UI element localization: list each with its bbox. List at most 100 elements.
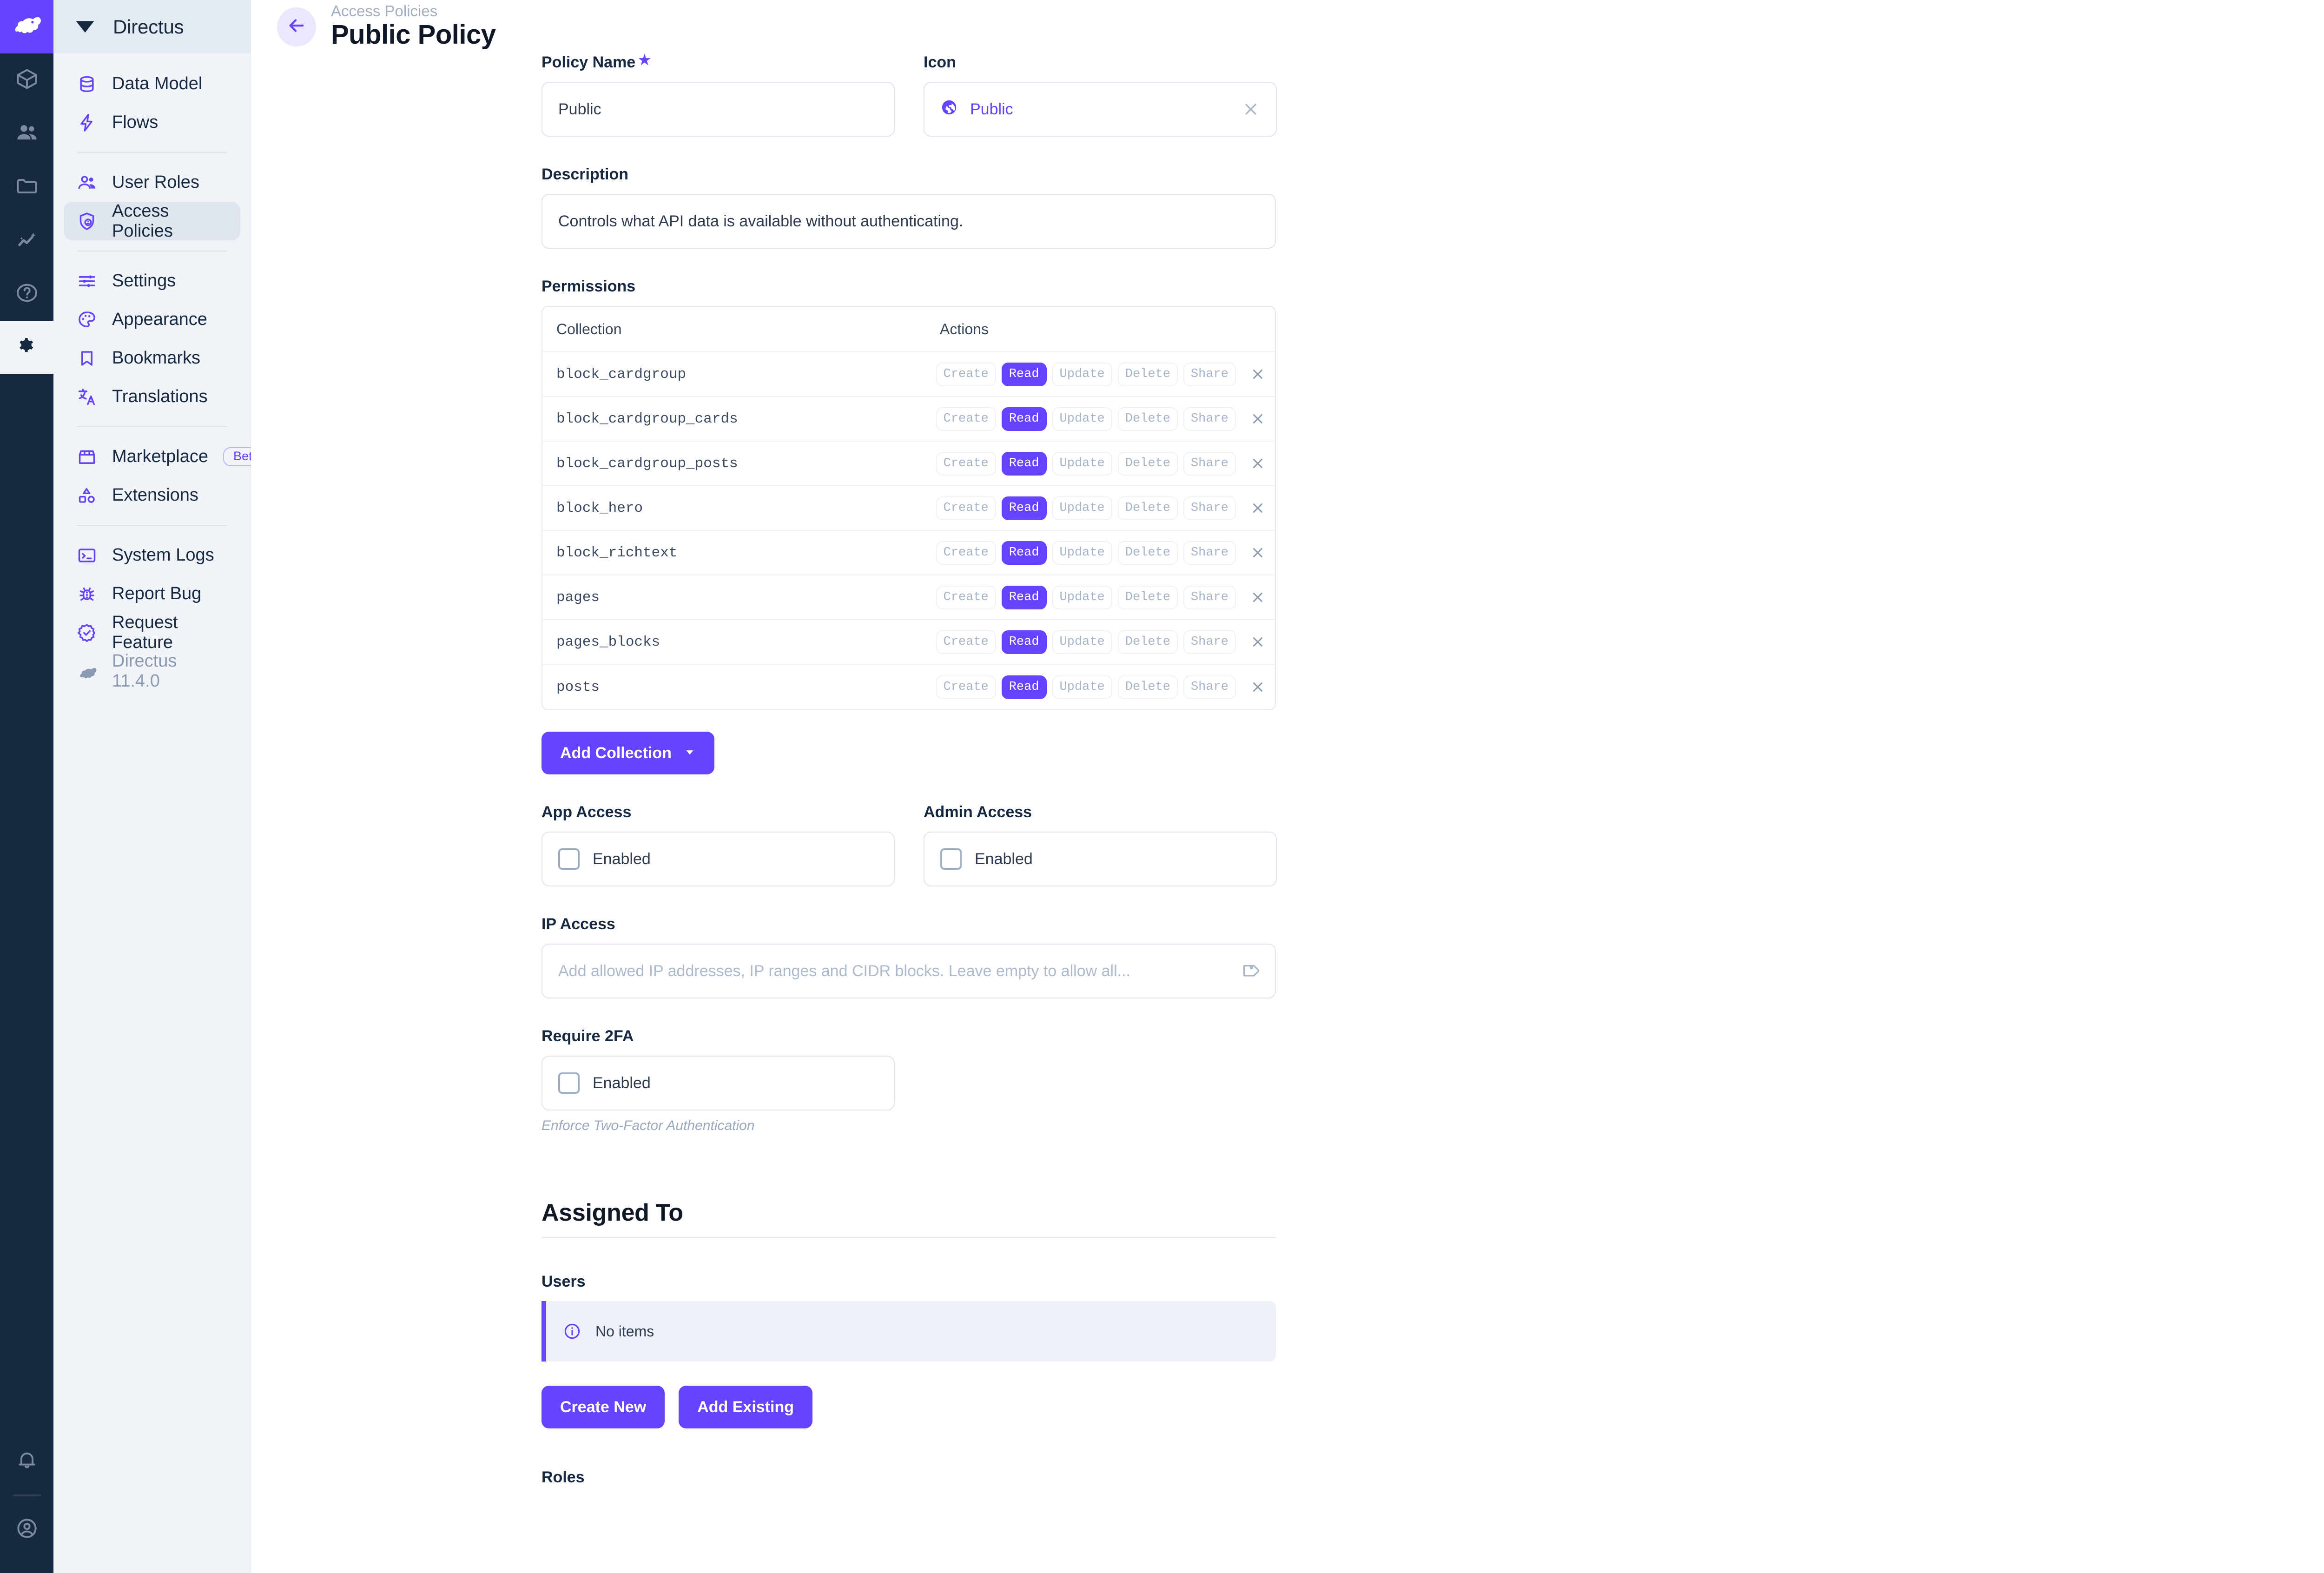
column-header-actions: Actions (940, 320, 989, 337)
module-item-insights[interactable] (0, 214, 53, 267)
table-row: block_hero Create Read Update Delete Share (542, 486, 1275, 531)
table-row: block_cardgroup_posts Create Read Update Del… (542, 442, 1275, 486)
module-item-users[interactable] (0, 107, 53, 160)
action-toggle-delete[interactable]: Delete (1117, 407, 1178, 431)
sidebar-item-bookmarks[interactable]: Bookmarks (64, 339, 240, 377)
action-toggle-delete[interactable]: Delete (1117, 585, 1178, 609)
module-item-content[interactable] (0, 53, 53, 107)
action-toggle-share[interactable]: Share (1183, 675, 1236, 699)
action-toggle-read[interactable]: Read (1001, 451, 1047, 476)
action-toggle-delete[interactable]: Delete (1117, 362, 1178, 386)
sidebar-item-access-policies[interactable]: Access Policies (64, 201, 240, 241)
notifications-button[interactable] (0, 1434, 53, 1488)
admin-access-checkbox-row[interactable]: Enabled (924, 832, 1277, 886)
remove-row-icon[interactable] (1250, 679, 1266, 695)
sidebar-item-user-roles[interactable]: User Roles (64, 163, 240, 202)
module-item-files[interactable] (0, 160, 53, 214)
sidebar-item-marketplace[interactable]: Marketplace Beta (64, 437, 270, 476)
action-toggle-update[interactable]: Update (1052, 585, 1112, 609)
action-toggle-update[interactable]: Update (1052, 451, 1112, 476)
action-toggle-create[interactable]: Create (936, 675, 996, 699)
folder-icon (15, 174, 39, 200)
sidebar-item-label: Data Model (112, 74, 203, 93)
policy-name-input[interactable]: Public (541, 82, 895, 137)
clear-icon-button[interactable] (1241, 100, 1260, 119)
action-toggle-create[interactable]: Create (936, 362, 996, 386)
bolt-icon (77, 112, 97, 133)
action-toggle-read[interactable]: Read (1001, 407, 1047, 431)
action-toggle-read[interactable]: Read (1001, 630, 1047, 654)
tag-icon[interactable] (1240, 961, 1259, 981)
action-toggle-share[interactable]: Share (1183, 407, 1236, 431)
action-toggle-delete[interactable]: Delete (1117, 451, 1178, 476)
action-toggle-update[interactable]: Update (1052, 407, 1112, 431)
back-button[interactable] (277, 7, 316, 46)
action-toggle-share[interactable]: Share (1183, 541, 1236, 565)
remove-row-icon[interactable] (1250, 411, 1266, 427)
require-2fa-checkbox[interactable] (558, 1072, 580, 1094)
ip-access-input[interactable]: Add allowed IP addresses, IP ranges and … (541, 944, 1276, 998)
sidebar-item-settings[interactable]: Settings (64, 262, 240, 300)
table-row: posts Create Read Update Delete Share (542, 665, 1275, 709)
policy-name-label: Policy Name ★ (541, 53, 895, 72)
action-toggle-delete[interactable]: Delete (1117, 630, 1178, 654)
add-existing-button[interactable]: Add Existing (679, 1386, 812, 1428)
sidebar-item-report-bug[interactable]: Report Bug (64, 575, 240, 613)
action-toggle-share[interactable]: Share (1183, 362, 1236, 386)
add-collection-button[interactable]: Add Collection (541, 732, 714, 774)
breadcrumb[interactable]: Access Policies (331, 2, 438, 20)
action-toggle-create[interactable]: Create (936, 407, 996, 431)
action-toggle-update[interactable]: Update (1052, 496, 1112, 520)
nav-header[interactable]: Directus (53, 0, 251, 53)
action-toggle-read[interactable]: Read (1001, 362, 1047, 386)
action-toggle-delete[interactable]: Delete (1117, 496, 1178, 520)
sidebar-item-translations[interactable]: Translations (64, 377, 240, 416)
action-toggle-delete[interactable]: Delete (1117, 675, 1178, 699)
action-toggle-create[interactable]: Create (936, 630, 996, 654)
sidebar-item-system-logs[interactable]: System Logs (64, 536, 240, 575)
module-item-settings[interactable] (0, 321, 53, 374)
action-toggle-update[interactable]: Update (1052, 675, 1112, 699)
sidebar-item-flows[interactable]: Flows (64, 103, 240, 142)
app-access-checkbox-row[interactable]: Enabled (541, 832, 895, 886)
action-toggle-read[interactable]: Read (1001, 496, 1047, 520)
remove-row-icon[interactable] (1250, 500, 1266, 516)
require-2fa-checkbox-row[interactable]: Enabled (541, 1056, 895, 1110)
sidebar-item-request-feature[interactable]: Request Feature (64, 613, 240, 652)
action-toggle-update[interactable]: Update (1052, 630, 1112, 654)
sidebar-item-extensions[interactable]: Extensions (64, 476, 240, 515)
sidebar-item-label: Access Policies (112, 201, 173, 241)
sidebar-item-appearance[interactable]: Appearance (64, 300, 240, 339)
description-input[interactable]: Controls what API data is available with… (541, 194, 1276, 249)
action-toggle-update[interactable]: Update (1052, 362, 1112, 386)
directus-logo-button[interactable] (0, 0, 53, 53)
sidebar-item-data-model[interactable]: Data Model (64, 65, 240, 103)
create-new-button[interactable]: Create New (541, 1386, 665, 1428)
action-toggle-create[interactable]: Create (936, 541, 996, 565)
remove-row-icon[interactable] (1250, 366, 1266, 382)
remove-row-icon[interactable] (1250, 456, 1266, 471)
module-item-docs[interactable] (0, 267, 53, 321)
action-toggle-read[interactable]: Read (1001, 675, 1047, 699)
remove-row-icon[interactable] (1250, 545, 1266, 561)
icon-field: Icon Public (924, 53, 1277, 137)
action-toggle-create[interactable]: Create (936, 451, 996, 476)
action-toggle-delete[interactable]: Delete (1117, 541, 1178, 565)
app-access-checkbox[interactable] (558, 848, 580, 870)
action-toggle-create[interactable]: Create (936, 585, 996, 609)
remove-row-icon[interactable] (1250, 589, 1266, 605)
action-toggle-share[interactable]: Share (1183, 451, 1236, 476)
action-toggle-update[interactable]: Update (1052, 541, 1112, 565)
icon-input[interactable]: Public (924, 82, 1277, 137)
account-button[interactable] (0, 1503, 53, 1556)
action-toggle-share[interactable]: Share (1183, 630, 1236, 654)
admin-access-checkbox[interactable] (940, 848, 962, 870)
account-circle-icon (15, 1516, 39, 1543)
action-toggle-share[interactable]: Share (1183, 496, 1236, 520)
badge-check-icon (77, 622, 97, 643)
action-toggle-read[interactable]: Read (1001, 585, 1047, 609)
action-toggle-create[interactable]: Create (936, 496, 996, 520)
remove-row-icon[interactable] (1250, 634, 1266, 650)
action-toggle-read[interactable]: Read (1001, 541, 1047, 565)
action-toggle-share[interactable]: Share (1183, 585, 1236, 609)
